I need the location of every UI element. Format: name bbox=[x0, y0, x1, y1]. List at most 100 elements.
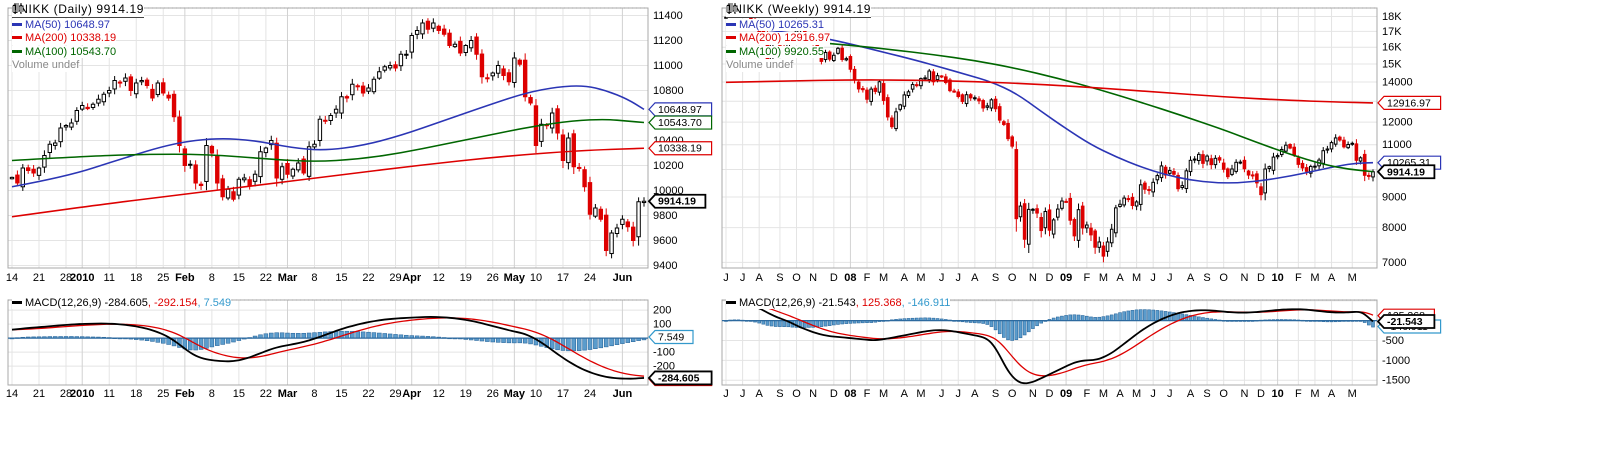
svg-text:10: 10 bbox=[530, 388, 542, 400]
weekly-ma50-label: MA(50) 10265.31 bbox=[739, 18, 824, 31]
svg-text:N: N bbox=[1029, 272, 1037, 284]
svg-text:8: 8 bbox=[311, 272, 317, 284]
weekly-ma100-legend: MA(100) 9920.55 bbox=[726, 45, 824, 58]
svg-text:Jun: Jun bbox=[613, 388, 633, 400]
svg-text:O: O bbox=[1008, 388, 1017, 400]
weekly-volume-legend: Volume undef bbox=[726, 3, 794, 72]
svg-text:M: M bbox=[1099, 272, 1108, 284]
macd-dash-icon bbox=[12, 301, 22, 304]
svg-text:29: 29 bbox=[389, 272, 401, 284]
svg-text:M: M bbox=[1099, 388, 1108, 400]
daily-volume-label: Volume undef bbox=[12, 59, 80, 71]
svg-text:D: D bbox=[1257, 388, 1265, 400]
svg-text:22: 22 bbox=[260, 388, 272, 400]
svg-text:7.549: 7.549 bbox=[658, 332, 684, 344]
svg-text:A: A bbox=[971, 272, 979, 284]
svg-text:14: 14 bbox=[6, 272, 18, 284]
svg-text:D: D bbox=[830, 388, 838, 400]
svg-text:21: 21 bbox=[33, 272, 45, 284]
svg-text:8: 8 bbox=[311, 388, 317, 400]
svg-text:S: S bbox=[992, 388, 999, 400]
svg-text:-21.543: -21.543 bbox=[1387, 316, 1423, 328]
daily-volume-legend: Volume undef bbox=[12, 3, 80, 72]
volume-bars-icon bbox=[726, 3, 737, 12]
svg-text:Feb: Feb bbox=[175, 388, 195, 400]
svg-text:8000: 8000 bbox=[1382, 222, 1406, 234]
weekly-legend: $NIKK (Weekly) 9914.19 MA(50) 10265.31 M… bbox=[726, 2, 872, 72]
svg-text:May: May bbox=[504, 272, 526, 284]
svg-text:F: F bbox=[1295, 388, 1302, 400]
svg-text:9800: 9800 bbox=[653, 210, 677, 222]
svg-text:11: 11 bbox=[104, 388, 115, 400]
daily-macd-label: MACD(12,26,9) -284.605 bbox=[25, 297, 148, 309]
macd-dash-icon bbox=[726, 301, 736, 304]
svg-text:15: 15 bbox=[233, 388, 245, 400]
svg-text:10: 10 bbox=[530, 272, 542, 284]
svg-text:J: J bbox=[1167, 272, 1173, 284]
daily-macd-hist-value: , 7.549 bbox=[197, 297, 232, 309]
svg-text:18: 18 bbox=[130, 388, 142, 400]
svg-text:10800: 10800 bbox=[653, 85, 684, 97]
svg-text:28: 28 bbox=[60, 388, 72, 400]
svg-text:2010: 2010 bbox=[70, 272, 94, 284]
daily-ma100-legend: MA(100) 10543.70 bbox=[12, 45, 117, 58]
ma50-dash-icon bbox=[726, 22, 736, 26]
daily-legend: $NIKK (Daily) 9914.19 MA(50) 10648.97 MA… bbox=[12, 3, 144, 72]
weekly-ma100-label: MA(100) 9920.55 bbox=[739, 45, 824, 58]
svg-text:-200: -200 bbox=[653, 361, 675, 373]
svg-text:26: 26 bbox=[487, 388, 499, 400]
svg-text:-284.605: -284.605 bbox=[658, 372, 700, 384]
svg-text:12: 12 bbox=[433, 388, 445, 400]
svg-text:D: D bbox=[1046, 272, 1054, 284]
svg-text:J: J bbox=[1167, 388, 1173, 400]
svg-text:9914.19: 9914.19 bbox=[658, 196, 696, 208]
weekly-title-text: $NIKK (Weekly) 9914.19 bbox=[726, 2, 872, 16]
ma50-dash-icon bbox=[12, 22, 22, 26]
daily-title-text: $NIKK (Daily) 9914.19 bbox=[12, 2, 144, 16]
daily-chart-title: $NIKK (Daily) 9914.19 bbox=[12, 3, 144, 18]
svg-text:9400: 9400 bbox=[653, 260, 677, 272]
svg-text:May: May bbox=[504, 388, 526, 400]
svg-text:N: N bbox=[1240, 272, 1248, 284]
svg-text:8: 8 bbox=[209, 388, 215, 400]
svg-text:A: A bbox=[756, 388, 764, 400]
svg-text:A: A bbox=[1187, 388, 1195, 400]
svg-text:09: 09 bbox=[1060, 272, 1072, 284]
volume-bars-icon bbox=[12, 3, 23, 12]
svg-text:N: N bbox=[809, 388, 817, 400]
svg-text:12: 12 bbox=[433, 272, 445, 284]
svg-text:A: A bbox=[1187, 272, 1195, 284]
weekly-macd-label: MACD(12,26,9) -21.543 bbox=[739, 297, 856, 309]
daily-chart-canvas: 9400960098001000010200104001060010800110… bbox=[6, 7, 713, 400]
svg-text:J: J bbox=[956, 272, 962, 284]
svg-text:A: A bbox=[1116, 272, 1124, 284]
svg-text:D: D bbox=[1046, 388, 1054, 400]
weekly-chart-title: $NIKK (Weekly) 9914.19 bbox=[726, 2, 872, 18]
svg-text:A: A bbox=[756, 272, 764, 284]
ma200-dash-icon bbox=[726, 36, 736, 39]
svg-text:22: 22 bbox=[260, 272, 272, 284]
svg-text:11000: 11000 bbox=[1382, 139, 1412, 151]
svg-text:-1500: -1500 bbox=[1382, 375, 1410, 387]
svg-text:F: F bbox=[864, 272, 871, 284]
svg-text:16K: 16K bbox=[1382, 42, 1402, 54]
svg-text:26: 26 bbox=[487, 272, 499, 284]
svg-text:N: N bbox=[1240, 388, 1248, 400]
svg-text:11: 11 bbox=[104, 272, 115, 284]
svg-text:A: A bbox=[901, 272, 909, 284]
svg-text:O: O bbox=[792, 272, 801, 284]
daily-macd-legend: MACD(12,26,9) -284.605, -292.154, 7.549 bbox=[12, 297, 232, 309]
daily-ma100-label: MA(100) 10543.70 bbox=[25, 45, 117, 58]
svg-text:S: S bbox=[776, 388, 783, 400]
svg-text:A: A bbox=[971, 388, 979, 400]
svg-text:29: 29 bbox=[389, 388, 401, 400]
svg-text:M: M bbox=[1348, 388, 1357, 400]
svg-text:17K: 17K bbox=[1382, 26, 1402, 38]
svg-text:S: S bbox=[776, 272, 783, 284]
svg-text:17: 17 bbox=[557, 388, 569, 400]
daily-ma50-legend: MA(50) 10648.97 bbox=[12, 18, 110, 31]
svg-text:S: S bbox=[992, 272, 999, 284]
svg-text:12916.97: 12916.97 bbox=[1387, 97, 1431, 109]
svg-text:09: 09 bbox=[1060, 388, 1072, 400]
weekly-volume-label: Volume undef bbox=[726, 59, 794, 71]
